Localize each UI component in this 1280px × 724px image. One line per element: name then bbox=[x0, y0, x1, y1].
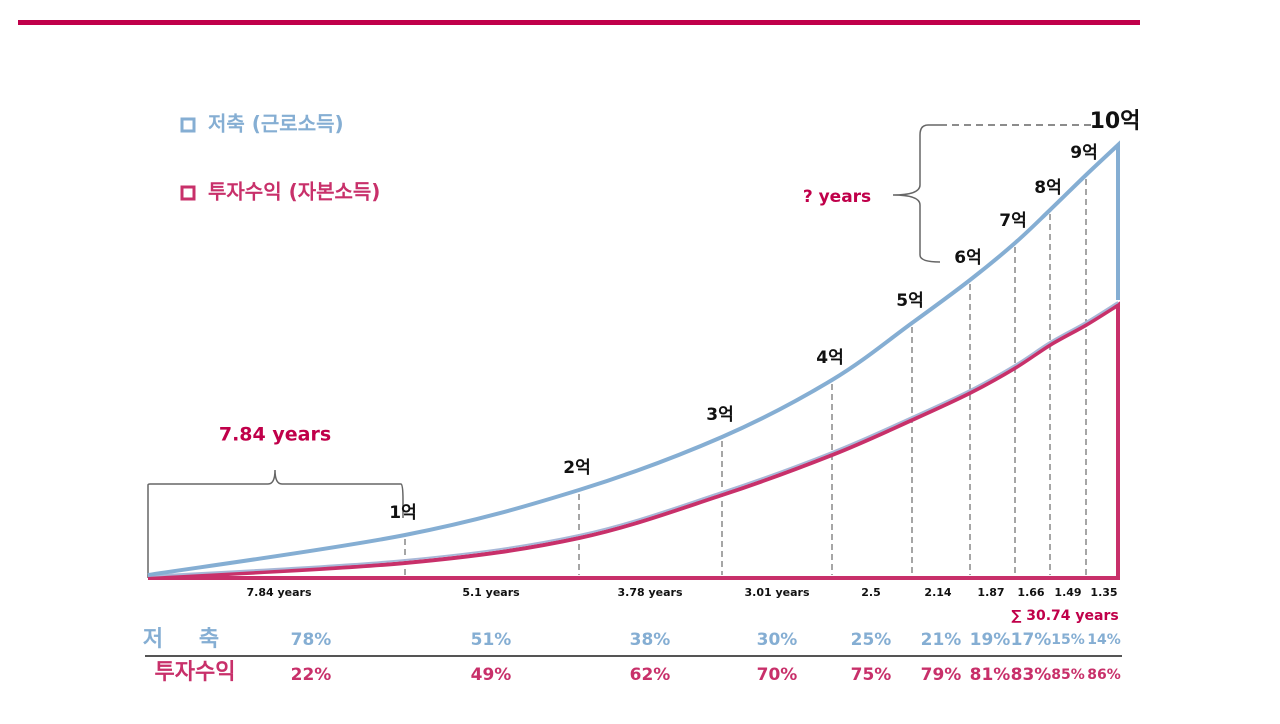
legend-icon bbox=[180, 117, 196, 133]
percent-label: 19% bbox=[970, 630, 1011, 650]
interval-label: 2.14 bbox=[924, 586, 951, 599]
interval-label: 7.84 years bbox=[247, 586, 312, 599]
percent-label: 70% bbox=[757, 665, 798, 685]
percent-label: 21% bbox=[921, 630, 962, 650]
milestone-label: 4억 bbox=[816, 348, 843, 368]
percent-label: 30% bbox=[757, 630, 798, 650]
milestone-label: 8억 bbox=[1034, 178, 1061, 198]
percent-label: 83% bbox=[1011, 665, 1052, 685]
percent-label: 78% bbox=[291, 630, 332, 650]
interval-label: 1.87 bbox=[977, 586, 1004, 599]
milestone-label: 2억 bbox=[563, 458, 590, 478]
legend-label: 투자수익 (자본소득) bbox=[208, 180, 380, 204]
span-label: 7.84 years bbox=[219, 424, 331, 446]
percent-label: 79% bbox=[921, 665, 962, 685]
percent-label: 14% bbox=[1087, 632, 1121, 648]
percent-label: 62% bbox=[630, 665, 671, 685]
milestone-label: 9억 bbox=[1070, 143, 1097, 163]
interval-label: 2.5 bbox=[861, 586, 881, 599]
percent-label: 85% bbox=[1051, 667, 1085, 683]
interval-label: 3.78 years bbox=[618, 586, 683, 599]
percent-label: 75% bbox=[851, 665, 892, 685]
milestone-label: 3억 bbox=[706, 405, 733, 425]
row-label: 저 축 bbox=[143, 627, 233, 652]
percent-label: 22% bbox=[291, 665, 332, 685]
pink-curve bbox=[147, 301, 1120, 580]
top-bar bbox=[18, 20, 1140, 25]
legend-icon bbox=[180, 185, 196, 201]
milestone-label: 5억 bbox=[896, 291, 923, 311]
interval-label: 1.49 bbox=[1054, 586, 1081, 599]
milestone-label: 10억 bbox=[1090, 109, 1141, 134]
interval-label: 1.35 bbox=[1090, 586, 1117, 599]
span-brace bbox=[147, 469, 404, 578]
percent-label: 51% bbox=[471, 630, 512, 650]
percent-label: 86% bbox=[1087, 667, 1121, 683]
blue-curve bbox=[147, 140, 1120, 577]
interval-label: 3.01 years bbox=[745, 586, 810, 599]
percent-label: 49% bbox=[471, 665, 512, 685]
legend-label: 저축 (근로소득) bbox=[208, 112, 344, 136]
percent-label: 81% bbox=[970, 665, 1011, 685]
span-label: ? years bbox=[803, 187, 871, 207]
light-curve bbox=[147, 301, 1119, 577]
interval-label: 5.1 years bbox=[462, 586, 520, 599]
row-label: 투자수익 bbox=[155, 660, 236, 685]
percent-label: 38% bbox=[630, 630, 671, 650]
percent-label: 25% bbox=[851, 630, 892, 650]
span-brace bbox=[892, 124, 941, 263]
percent-label: 17% bbox=[1011, 630, 1052, 650]
milestone-label: 7억 bbox=[999, 211, 1026, 231]
interval-label: 1.66 bbox=[1017, 586, 1044, 599]
milestone-label: 1억 bbox=[389, 503, 416, 523]
total-label: ∑ 30.74 years bbox=[1011, 608, 1118, 624]
milestone-label: 6억 bbox=[954, 248, 981, 268]
percent-label: 15% bbox=[1051, 632, 1085, 648]
